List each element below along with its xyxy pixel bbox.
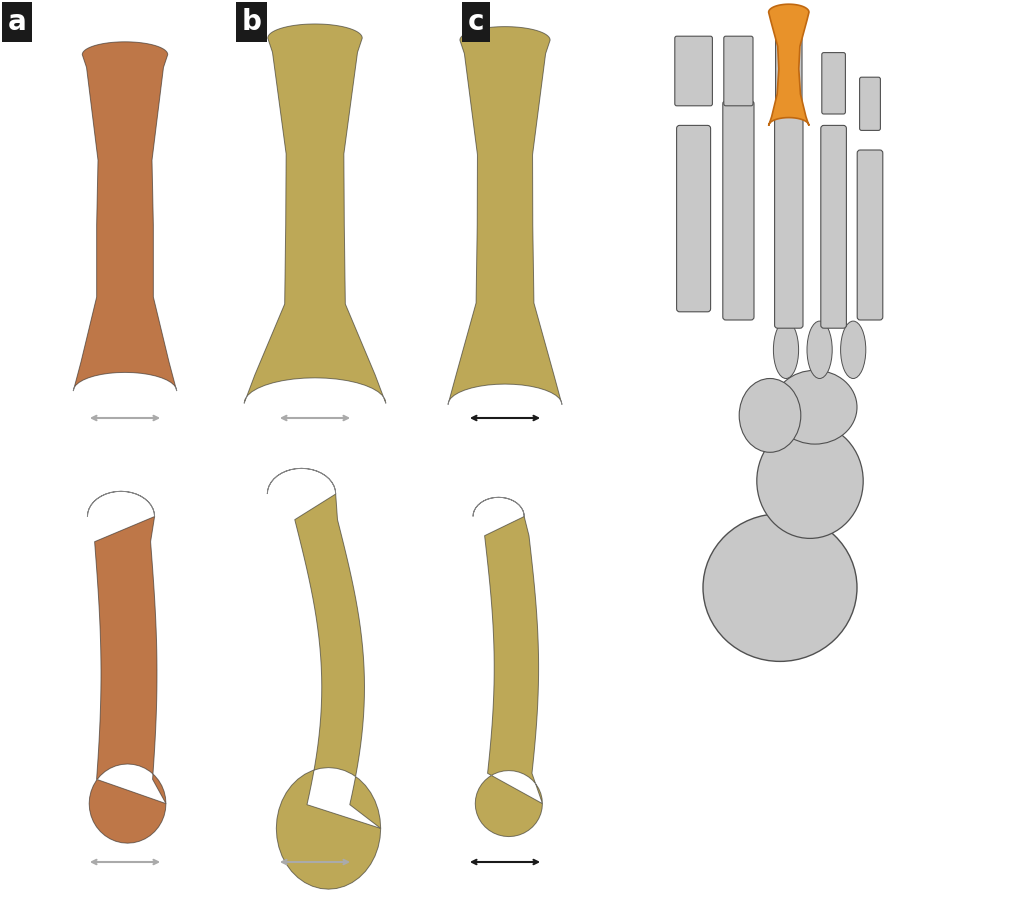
FancyBboxPatch shape [821,52,846,114]
Text: b: b [242,8,262,36]
FancyBboxPatch shape [677,125,710,312]
Ellipse shape [841,321,866,378]
Polygon shape [88,491,166,843]
Ellipse shape [773,370,857,444]
Ellipse shape [703,514,857,661]
FancyBboxPatch shape [860,77,880,131]
Polygon shape [448,27,562,405]
Polygon shape [473,497,542,837]
Polygon shape [768,5,809,125]
FancyBboxPatch shape [723,36,753,105]
Polygon shape [88,491,166,843]
Polygon shape [473,497,542,837]
FancyBboxPatch shape [857,150,882,320]
Ellipse shape [757,423,863,539]
FancyBboxPatch shape [722,101,754,320]
Polygon shape [245,24,386,404]
Polygon shape [245,24,386,404]
Polygon shape [448,27,562,405]
Text: c: c [468,8,484,36]
Polygon shape [267,469,381,889]
Ellipse shape [773,321,799,378]
Polygon shape [245,24,386,404]
Polygon shape [73,41,176,391]
Polygon shape [73,41,176,391]
FancyBboxPatch shape [774,109,803,328]
FancyBboxPatch shape [775,36,802,105]
Polygon shape [267,469,381,889]
Polygon shape [73,41,176,391]
Ellipse shape [807,321,833,378]
Polygon shape [267,469,381,889]
FancyBboxPatch shape [820,125,847,328]
FancyBboxPatch shape [675,36,712,105]
Polygon shape [88,491,166,843]
Polygon shape [448,27,562,405]
Polygon shape [473,497,542,837]
Ellipse shape [739,378,801,452]
Text: a: a [8,8,26,36]
